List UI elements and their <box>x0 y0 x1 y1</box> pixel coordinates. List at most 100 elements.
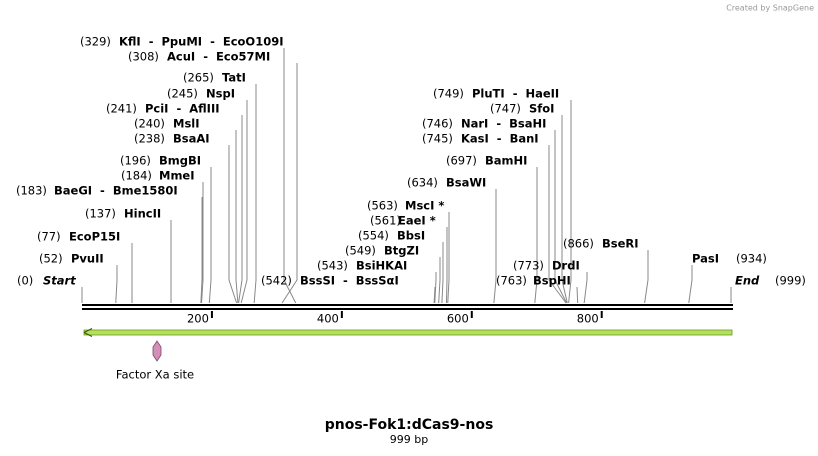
cut-line <box>240 100 248 304</box>
cut-line <box>554 130 568 304</box>
site-name: MslI <box>173 117 200 131</box>
site-position: (52) <box>39 252 63 266</box>
cut-line <box>235 130 239 304</box>
cut-line <box>447 212 450 304</box>
cut-line <box>228 145 238 304</box>
site-position: (308) <box>128 50 159 64</box>
site-name: MscI * <box>405 199 444 213</box>
site-position: (697) <box>446 154 477 168</box>
cut-line <box>253 84 257 304</box>
site-name: BsaAI <box>173 132 210 146</box>
site-name: BmgBI <box>159 154 201 168</box>
site-position: (999) <box>775 274 806 288</box>
cut-line <box>281 63 298 304</box>
site-position: (543) <box>317 259 348 273</box>
site-position: (763) <box>496 274 527 288</box>
site-name: BaeGI - Bme1580I <box>54 184 178 198</box>
site-position: (265) <box>183 71 214 85</box>
credit: Created by SnapGene <box>726 4 814 13</box>
site-name: BssSI - BssSαI <box>300 274 399 288</box>
site-name: BseRI <box>602 237 639 251</box>
site-name: PvuII <box>71 252 104 266</box>
cut-line <box>438 257 441 304</box>
site-name: EaeI * <box>398 214 436 228</box>
site-name: NarI - BsaHI <box>461 117 546 131</box>
cut-line <box>115 265 118 304</box>
site-position: (773) <box>513 259 544 273</box>
site-position: (563) <box>367 199 398 213</box>
site-name: HincII <box>124 207 161 221</box>
cut-line <box>688 265 693 304</box>
site-name: PciI - AflIII <box>145 102 220 116</box>
cut-line <box>583 272 588 304</box>
site-position: (238) <box>134 132 165 146</box>
site-name: Start <box>43 274 76 288</box>
site-position: (934) <box>736 252 767 266</box>
site-name: BamHI <box>485 154 527 168</box>
site-name: AcuI - Eco57MI <box>167 50 270 64</box>
ruler-label: 800 <box>577 312 599 326</box>
site-position: (184) <box>121 169 152 183</box>
site-name: PluTI - HaeII <box>472 87 559 101</box>
feature-mark <box>152 340 162 362</box>
ruler-label: 200 <box>187 312 209 326</box>
cut-line <box>238 115 243 304</box>
cut-line <box>200 197 203 304</box>
site-name: KflI - PpuMI - EcoO109I <box>119 35 284 49</box>
site-position: (634) <box>407 176 438 190</box>
cut-line <box>493 189 497 304</box>
site-name: BsaWI <box>446 176 486 190</box>
site-position: (183) <box>16 184 47 198</box>
site-position: (747) <box>490 102 521 116</box>
site-name: PasI <box>692 252 719 266</box>
cut-line <box>548 145 567 304</box>
site-position: (0) <box>17 274 33 288</box>
site-name: MmeI <box>159 169 195 183</box>
cut-line <box>576 286 579 304</box>
cut-line <box>441 242 444 304</box>
site-name: DrdI <box>552 259 580 273</box>
site-position: (196) <box>120 154 151 168</box>
site-position: (329) <box>80 35 111 49</box>
site-position: (866) <box>563 237 594 251</box>
cut-line <box>201 182 204 304</box>
site-name: BspHI <box>533 274 571 288</box>
cut-line <box>568 100 572 304</box>
cut-line <box>283 48 297 304</box>
cut-line <box>208 167 212 304</box>
site-position: (240) <box>134 117 165 131</box>
site-name: SfoI <box>529 102 554 116</box>
site-name: TatI <box>222 71 246 85</box>
cut-line <box>644 250 649 304</box>
arrow-head <box>83 327 93 338</box>
vector-arrow <box>83 329 733 336</box>
site-name: NspI <box>206 87 235 101</box>
site-name: BsiHKAI <box>356 259 407 273</box>
cut-line <box>434 272 437 304</box>
site-name: KasI - BanI <box>461 132 539 146</box>
title: pnos-Fok1:dCas9-nos <box>325 417 494 433</box>
subtitle: 999 bp <box>390 433 428 446</box>
site-name: End <box>735 274 760 288</box>
cut-line <box>534 167 538 304</box>
site-name: BbsI <box>397 229 425 243</box>
site-position: (554) <box>358 229 389 243</box>
site-name: BtgZI <box>384 244 419 258</box>
site-position: (549) <box>345 244 376 258</box>
site-name: EcoP15I <box>69 230 120 244</box>
site-position: (137) <box>85 207 116 221</box>
ruler-label: 600 <box>447 312 469 326</box>
cut-line <box>561 115 568 304</box>
site-position: (745) <box>422 132 453 146</box>
site-position: (746) <box>422 117 453 131</box>
site-position: (749) <box>433 87 464 101</box>
site-position: (245) <box>167 87 198 101</box>
ruler-label: 400 <box>317 312 339 326</box>
site-position: (561) <box>370 214 401 228</box>
site-position: (77) <box>37 230 61 244</box>
site-position: (542) <box>261 274 292 288</box>
site-position: (241) <box>106 102 137 116</box>
cut-line <box>433 286 436 304</box>
cut-line <box>445 227 448 304</box>
